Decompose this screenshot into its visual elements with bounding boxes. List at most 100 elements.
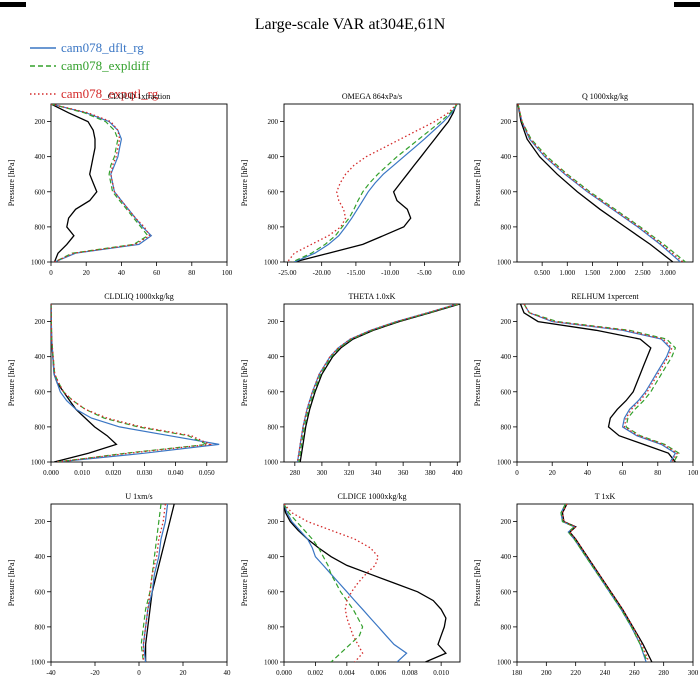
x-tick-label: 60: [619, 469, 627, 477]
x-tick-label: 3.000: [660, 269, 676, 277]
x-tick-label: 0.000: [43, 469, 59, 477]
series-line-red: [561, 504, 650, 662]
chart-panel: OMEGA 864xPa/s Pressure [hPa] -25.00 -20.00…: [234, 86, 467, 286]
series-line-black: [144, 504, 175, 662]
y-tick-label: 400: [501, 553, 512, 561]
series-line-red: [51, 304, 213, 462]
x-tick-label: 0.006: [370, 669, 386, 677]
series-line-black: [561, 504, 653, 662]
x-tick-label: 100: [688, 469, 699, 477]
y-axis-label: Pressure [hPa]: [473, 159, 482, 206]
x-tick-label: 20: [549, 469, 557, 477]
x-tick-label: 0.010: [433, 669, 449, 677]
plot-border: [50, 503, 228, 663]
x-tick-label: 0.002: [308, 669, 324, 677]
series-line-blue: [517, 104, 681, 262]
series-line-red: [51, 104, 151, 262]
x-tick-label: 360: [398, 469, 409, 477]
x-tick-label: 0.00: [453, 269, 466, 277]
y-axis-label: Pressure [hPa]: [240, 159, 249, 206]
y-tick-label: 400: [268, 353, 279, 361]
x-tick-label: 0: [49, 269, 53, 277]
x-tick-label: 0.000: [276, 669, 292, 677]
series-line-black: [51, 104, 98, 262]
x-tick-label: 0.020: [105, 469, 121, 477]
x-tick-label: 40: [224, 669, 232, 677]
page-corner-mark-right: [674, 2, 700, 7]
panel-svg: U 1xm/s Pressure [hPa] -40 -20 0 20 40 200 400 60…: [7, 492, 232, 677]
x-tick-label: 0: [515, 469, 519, 477]
x-tick-label: 0.040: [168, 469, 184, 477]
y-tick-label: 800: [35, 623, 46, 631]
x-tick-label: 340: [371, 469, 382, 477]
chart-panel: T 1xK Pressure [hPa] 180 200 220 240 260 280 300…: [467, 486, 700, 686]
x-tick-label: 0.050: [199, 469, 215, 477]
panel-title: Q 1000xkg/kg: [582, 92, 628, 101]
x-tick-label: 0.030: [137, 469, 153, 477]
panel-svg: OMEGA 864xPa/s Pressure [hPa] -25.00 -20.00…: [240, 92, 466, 277]
series-line-black: [284, 504, 447, 662]
x-tick-label: 2.000: [610, 269, 626, 277]
y-tick-label: 400: [268, 153, 279, 161]
y-tick-label: 600: [35, 388, 46, 396]
x-tick-label: 0: [137, 669, 141, 677]
plot-border: [50, 303, 228, 463]
series-line-blue: [51, 104, 153, 262]
y-tick-label: 800: [501, 223, 512, 231]
panel-svg: RELHUM 1xpercent Pressure [hPa] 0 20 40 60 80 1…: [473, 292, 699, 477]
x-tick-label: -15.00: [347, 269, 366, 277]
y-tick-label: 800: [35, 223, 46, 231]
legend-item: cam078_dflt_rg: [30, 40, 144, 56]
x-tick-label: 400: [452, 469, 463, 477]
y-tick-label: 600: [35, 188, 46, 196]
panel-grid: CLOUD 1xfraction Pressure [hPa] 0 20 40 60 80 1…: [1, 86, 700, 686]
series-line-blue: [523, 304, 677, 462]
chart-panel: CLDLIQ 1000xkg/kg Pressure [hPa] 0.000 0.01…: [1, 286, 234, 486]
chart-panel: U 1xm/s Pressure [hPa] -40 -20 0 20 40 200 400 60…: [1, 486, 234, 686]
chart-panel: CLOUD 1xfraction Pressure [hPa] 0 20 40 60 80 1…: [1, 86, 234, 286]
x-tick-label: 380: [425, 469, 436, 477]
y-tick-label: 200: [268, 318, 279, 326]
series-line-green: [517, 104, 686, 262]
y-tick-label: 200: [35, 318, 46, 326]
legend-item: cam078_expqtl_rg: [30, 86, 158, 102]
x-tick-label: 240: [600, 669, 611, 677]
x-tick-label: 80: [654, 469, 662, 477]
y-tick-label: 1000: [497, 259, 512, 267]
x-tick-label: 300: [317, 469, 328, 477]
y-axis-label: Pressure [hPa]: [473, 559, 482, 606]
series-line-blue: [51, 304, 220, 462]
y-tick-label: 800: [501, 423, 512, 431]
page-title: Large-scale VAR at304E,61N: [254, 16, 446, 33]
series-line-green: [523, 304, 680, 462]
series-line-black: [517, 104, 674, 262]
legend-line-sample-icon: [30, 65, 56, 67]
x-tick-label: -20.00: [313, 269, 332, 277]
y-axis-label: Pressure [hPa]: [7, 359, 16, 406]
y-tick-label: 600: [501, 588, 512, 596]
y-tick-label: 200: [35, 518, 46, 526]
legend: cam078_dflt_rg cam078_expldiff cam078_expq…: [30, 0, 290, 110]
y-tick-label: 200: [268, 118, 279, 126]
plot-border: [283, 303, 461, 463]
panel-title: CLDLIQ 1000xkg/kg: [104, 292, 174, 301]
panel-title: CLDICE 1000xkg/kg: [337, 492, 406, 501]
x-tick-label: 280: [290, 469, 301, 477]
series-line-green: [140, 504, 162, 662]
y-tick-label: 1000: [264, 459, 279, 467]
y-axis-label: Pressure [hPa]: [7, 559, 16, 606]
series-line-black: [51, 304, 118, 462]
series-line-red: [286, 104, 458, 262]
x-tick-label: 20: [180, 669, 188, 677]
x-tick-label: -40: [46, 669, 56, 677]
y-tick-label: 400: [35, 353, 46, 361]
panel-svg: THETA 1.0xK Pressure [hPa] 280 300 320 340 360…: [240, 292, 463, 477]
y-tick-label: 600: [268, 188, 279, 196]
chart-panel: THETA 1.0xK Pressure [hPa] 280 300 320 340 360…: [234, 286, 467, 486]
y-tick-label: 1000: [264, 659, 279, 667]
plot-border: [516, 303, 694, 463]
y-tick-label: 1000: [31, 459, 46, 467]
y-tick-label: 400: [268, 553, 279, 561]
x-tick-label: 40: [584, 469, 592, 477]
x-tick-label: 280: [658, 669, 669, 677]
